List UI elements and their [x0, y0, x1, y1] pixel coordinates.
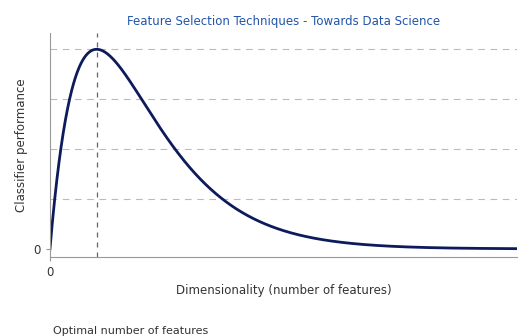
Text: Optimal number of features: Optimal number of features — [53, 326, 209, 336]
Title: Feature Selection Techniques - Towards Data Science: Feature Selection Techniques - Towards D… — [127, 15, 440, 28]
X-axis label: Dimensionality (number of features): Dimensionality (number of features) — [176, 285, 392, 297]
Y-axis label: Classifier performance: Classifier performance — [15, 78, 28, 212]
